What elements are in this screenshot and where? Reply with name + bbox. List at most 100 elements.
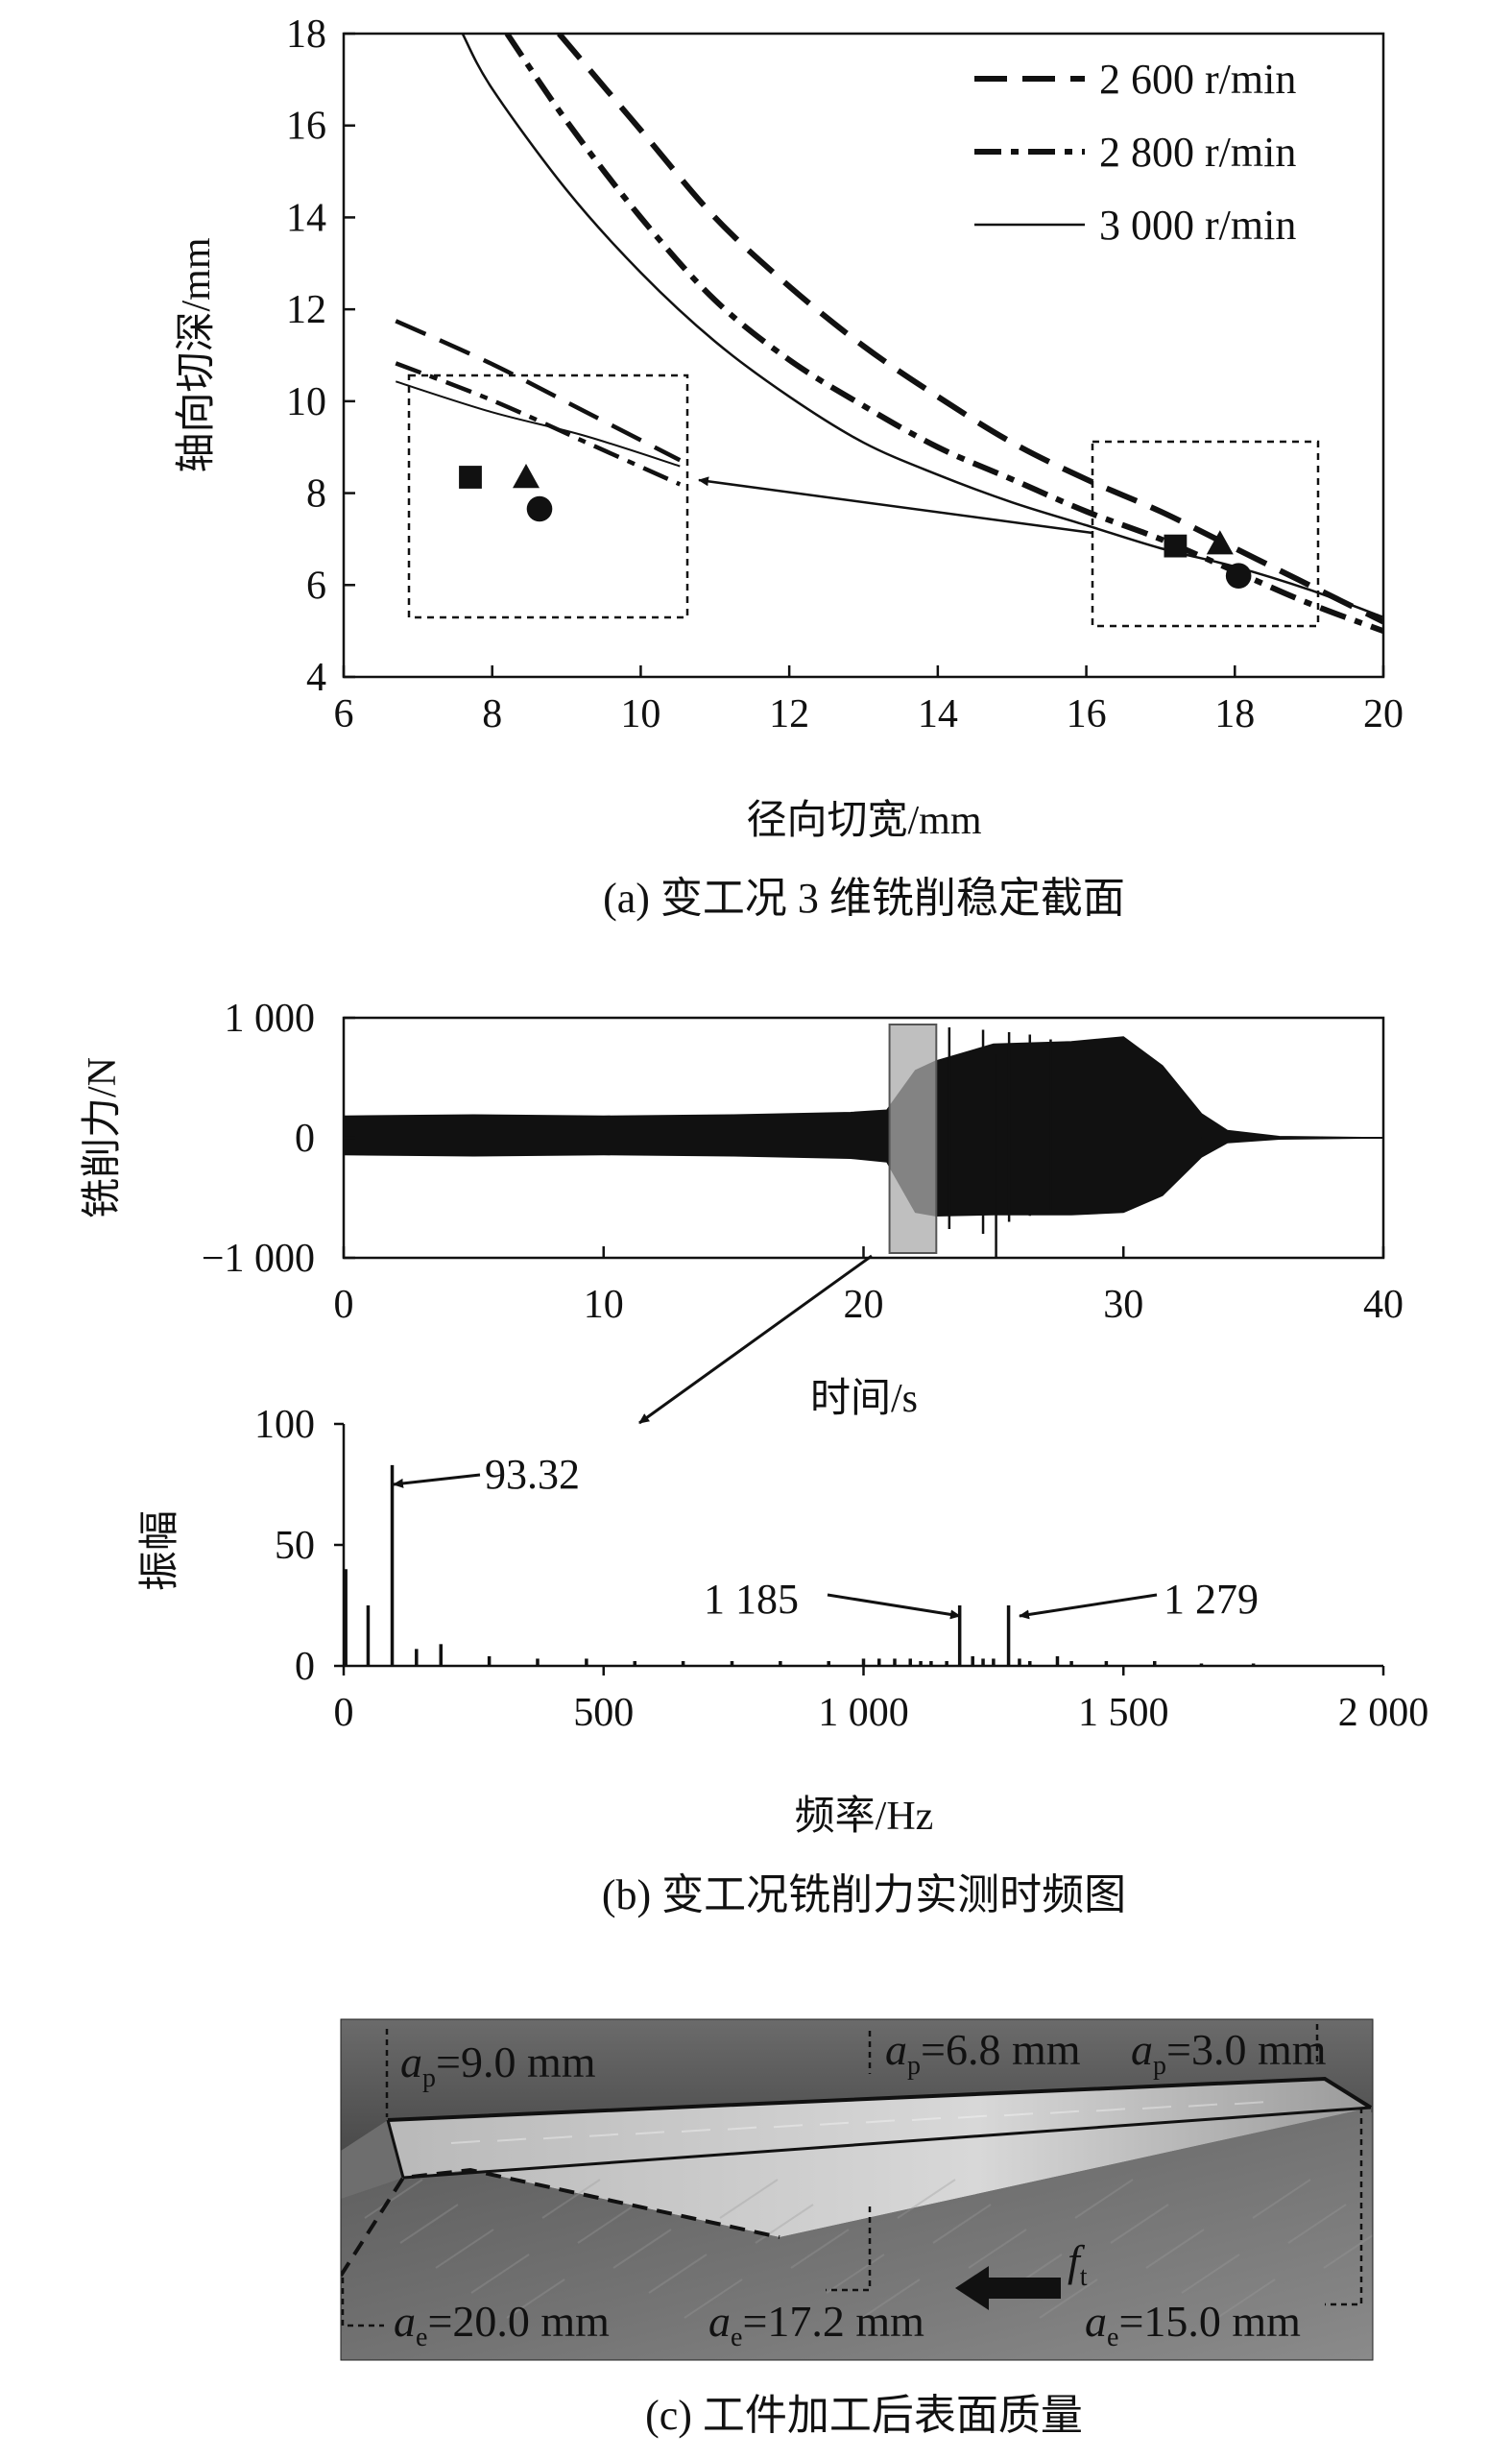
photo-machined-groove — [388, 2079, 1371, 2237]
panel-b-spectrum-bars — [344, 1464, 1256, 1666]
legend-label-1: 2 800 r/min — [1099, 129, 1296, 176]
zoom-arrow — [638, 1254, 873, 1425]
texture-streak — [435, 2229, 494, 2269]
groove-highlight — [1095, 2108, 1126, 2112]
groove-highlight — [911, 2117, 942, 2121]
y-tick-label: 14 — [286, 196, 326, 240]
marker-square — [1164, 534, 1188, 558]
texture-streak — [648, 2254, 708, 2294]
texture-streak — [1216, 2278, 1276, 2319]
texture-streak — [790, 2229, 850, 2269]
analysis-window-highlight — [888, 1024, 938, 1254]
panel-b-spectrum-xlabel: 频率/Hz — [795, 1794, 934, 1839]
x-tick-label: 20 — [1363, 692, 1404, 736]
time-x-tick-label: 30 — [1103, 1283, 1143, 1327]
texture-streak — [755, 2204, 814, 2244]
time-x-tick-label: 40 — [1363, 1283, 1404, 1327]
panel-a-inset — [395, 319, 1320, 628]
inset-series-0 — [395, 319, 682, 463]
groove-highlight — [957, 2114, 988, 2119]
photo-texture — [364, 2101, 1373, 2319]
spectrum-x-tick-label: 0 — [334, 1691, 354, 1735]
label-ae-20: ae=20.0 mm — [394, 2297, 610, 2352]
time-x-tick-label: 0 — [334, 1283, 354, 1327]
force-signal-envelope — [343, 1036, 1384, 1217]
feed-arrow-head — [955, 2266, 989, 2310]
groove-highlight — [542, 2135, 573, 2140]
panel-b-time-signal — [343, 1024, 1384, 1258]
x-tick-label: 8 — [482, 692, 502, 736]
groove-highlight — [588, 2133, 619, 2137]
time-y-tick-label: 1 000 — [225, 997, 316, 1041]
panel-b-time-ticks: 0 10 20 30 40 −1 000 0 1 000 — [202, 997, 1404, 1327]
groove-outline — [387, 2076, 1373, 2122]
texture-streak — [506, 2278, 565, 2319]
photo-frame — [340, 2018, 1374, 2361]
spectrum-x-tick-label: 500 — [573, 1691, 634, 1735]
marker-triangle — [1206, 530, 1234, 555]
texture-streak — [541, 2179, 601, 2219]
series-line-0 — [557, 34, 1383, 625]
texture-streak — [1287, 2204, 1347, 2244]
y-tick-label: 18 — [286, 12, 326, 57]
spectrum-x-tick-label: 2 000 — [1338, 1691, 1429, 1735]
spectrum-y-tick-label: 100 — [254, 1403, 315, 1447]
panel-a-curves — [461, 34, 1383, 634]
groove-highlight — [635, 2131, 665, 2135]
texture-streak — [1110, 2204, 1169, 2244]
marker-circle — [1225, 563, 1252, 590]
inset-marker-square — [459, 466, 482, 489]
peak-arrow-1279 — [1019, 1593, 1158, 1620]
inset-box — [407, 374, 689, 619]
inset-series-2 — [395, 380, 681, 468]
texture-streak — [577, 2204, 636, 2244]
groove-highlight — [819, 2121, 850, 2126]
groove-lower-edge — [402, 2106, 1372, 2180]
texture-streak — [1145, 2229, 1205, 2269]
y-tick-label: 16 — [286, 105, 326, 149]
texture-streak — [612, 2229, 672, 2269]
photo-base — [341, 2108, 1373, 2360]
series-line-2 — [461, 34, 1383, 618]
panel-b-spectrum-ylabel: 振幅 — [138, 1510, 182, 1591]
panel-a-axes-frame — [342, 32, 1385, 679]
label-ap-9: ap=9.0 mm — [400, 2037, 596, 2093]
ae3-guide — [1325, 2108, 1363, 2306]
groove-highlight — [681, 2129, 711, 2133]
x-tick-label: 18 — [1214, 692, 1255, 736]
x-tick-label: 6 — [334, 692, 354, 736]
texture-streak — [1323, 2233, 1373, 2269]
texture-streak — [1039, 2278, 1098, 2319]
panel-a-ylabel: 轴向切深/mm — [175, 237, 219, 472]
label-ap-6-8: ap=6.8 mm — [885, 2025, 1081, 2081]
x-tick-label: 10 — [620, 692, 660, 736]
texture-streak — [399, 2204, 459, 2244]
y-tick-label: 6 — [306, 564, 326, 608]
texture-streak — [861, 2278, 921, 2319]
panel-b-caption: (b) 变工况铣削力实测时频图 — [602, 1871, 1126, 1918]
panel-a-caption: (a) 变工况 3 维铣削稳定截面 — [603, 875, 1125, 922]
groove-highlight — [1049, 2109, 1080, 2114]
y-tick-label: 4 — [306, 656, 326, 700]
peak-label-1279: 1 279 — [1164, 1576, 1259, 1623]
feed-arrow-shaft — [989, 2278, 1061, 2299]
spectrum-y-tick-label: 50 — [275, 1524, 315, 1568]
spectrum-y-tick-label: 0 — [295, 1645, 315, 1689]
ae1-guide — [341, 2278, 384, 2327]
panel-a-markers — [459, 464, 1252, 590]
peak-arrow-1185 — [827, 1593, 961, 1620]
time-y-tick-label: −1 000 — [202, 1237, 315, 1281]
legend-label-2: 3 000 r/min — [1099, 202, 1296, 249]
texture-streak — [719, 2179, 779, 2219]
texture-streak — [932, 2204, 992, 2244]
panel-b-spectrum-ticks: 0 500 1 000 1 500 2 000 0 50 100 — [254, 1403, 1428, 1735]
panel-b-time-xlabel: 时间/s — [810, 1377, 918, 1421]
groove-highlight — [1188, 2103, 1218, 2108]
peak-label-1185: 1 185 — [704, 1576, 799, 1623]
panel-a-xlabel: 径向切宽/mm — [746, 798, 981, 843]
texture-streak — [1074, 2179, 1134, 2219]
spectrum-x-tick-label: 1 500 — [1078, 1691, 1169, 1735]
